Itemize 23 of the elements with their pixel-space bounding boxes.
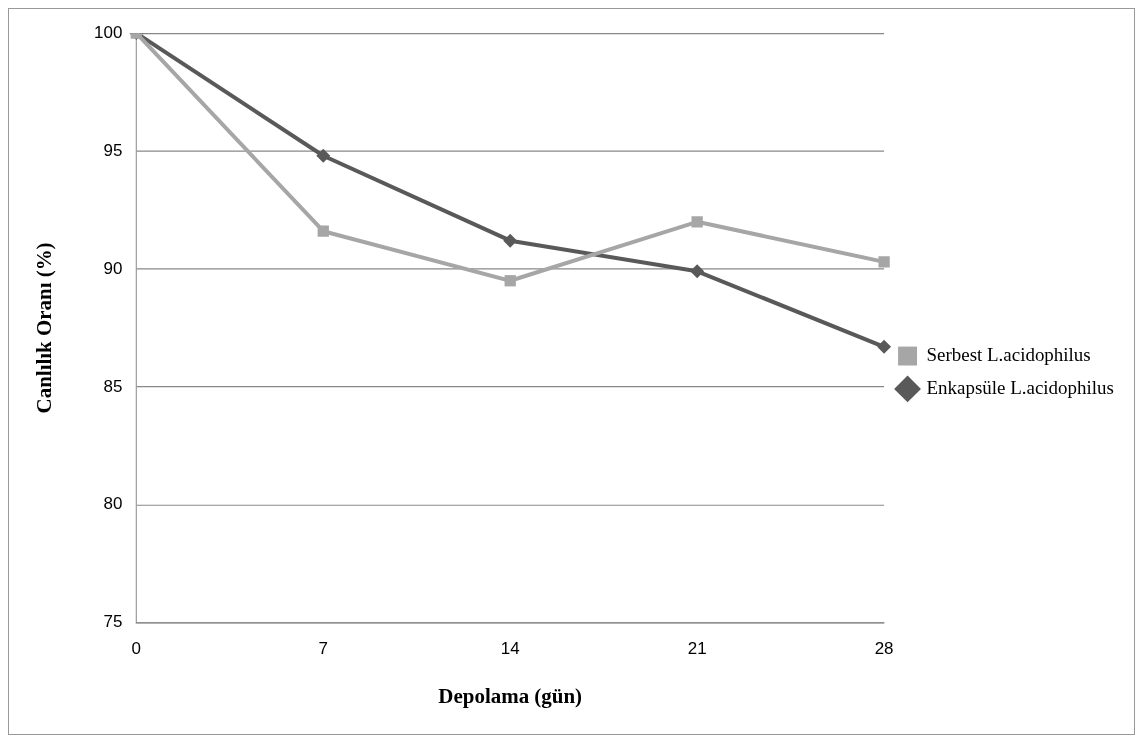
y-tick-label: 90	[103, 258, 123, 278]
x-tick-label: 7	[318, 638, 328, 658]
x-tick-label: 0	[131, 638, 142, 658]
x-tick-label: 28	[874, 638, 894, 658]
x-tick-label: 14	[500, 638, 520, 658]
point	[316, 148, 331, 163]
x-tick-label: 21	[687, 638, 707, 658]
point	[690, 264, 705, 279]
y-tick-label: 85	[103, 376, 123, 396]
point	[504, 275, 516, 287]
point	[691, 216, 703, 228]
y-tick-label: 80	[103, 494, 123, 514]
point	[878, 256, 890, 268]
y-tick-label: 95	[103, 140, 123, 160]
y-tick-label: 100	[94, 22, 123, 42]
y-axis-title: Canlılık Oranı (%)	[31, 242, 56, 414]
legend-label: Serbest L.acidophilus	[926, 344, 1091, 366]
point	[503, 233, 518, 248]
point	[317, 225, 329, 237]
y-tick-label: 75	[103, 612, 123, 632]
point	[877, 339, 892, 354]
x-axis-title: Depolama (gün)	[438, 683, 583, 708]
legend-label: Enkapsüle L.acidophilus	[926, 376, 1114, 398]
